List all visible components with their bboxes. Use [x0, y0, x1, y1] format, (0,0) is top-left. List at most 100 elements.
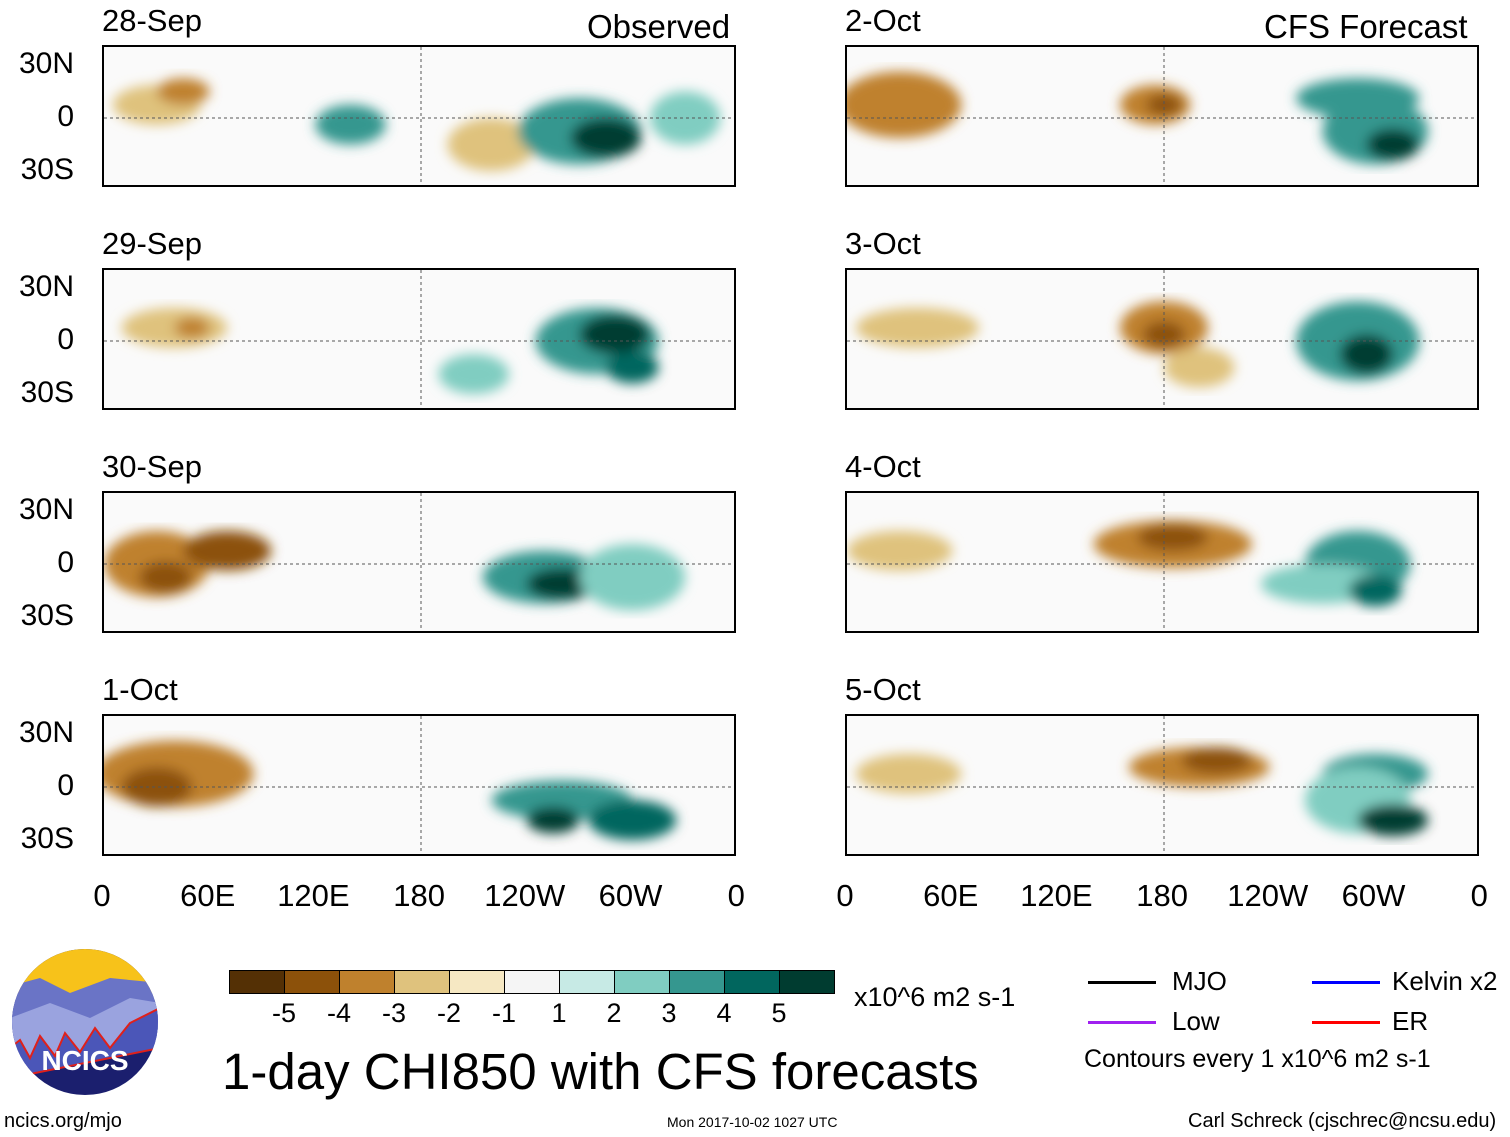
colorbar — [229, 970, 835, 994]
colorbar-swatch — [615, 971, 670, 993]
panel-date: 4-Oct — [845, 449, 921, 484]
lat-label: 30N — [18, 47, 74, 80]
lon-label: 0 — [727, 878, 745, 913]
colorbar-tick-label: 3 — [661, 998, 677, 1028]
anomaly-blob — [1348, 574, 1402, 607]
colorbar-tick-label: 1 — [551, 998, 567, 1028]
anomaly-blob — [1137, 524, 1209, 551]
map-panel-2-oct — [845, 45, 1479, 187]
legend-kelvin-label: Kelvin x2 — [1392, 966, 1498, 996]
lat-label: 0 — [57, 769, 74, 802]
lon-label: 60E — [180, 878, 236, 913]
lon-label: 60W — [598, 878, 663, 913]
anomaly-blob — [1146, 94, 1182, 116]
anomaly-blob — [579, 544, 686, 611]
anomaly-blob — [174, 317, 210, 339]
figure-title: 1-day CHI850 with CFS forecasts — [222, 1043, 979, 1100]
colorbar-swatch — [395, 971, 450, 993]
colorbar-tick-label: -3 — [381, 998, 407, 1028]
anomaly-blob — [121, 767, 193, 807]
anomaly-blob — [847, 71, 962, 138]
panel-date: 2-Oct — [845, 3, 921, 38]
anomaly-blob — [855, 307, 980, 348]
colorbar-swatch — [505, 971, 560, 993]
panel-date: 30-Sep — [102, 449, 202, 484]
lon-label: 120W — [484, 878, 566, 913]
anomaly-blob — [649, 91, 721, 145]
colorbar-tick-label: -4 — [326, 998, 352, 1028]
colorbar-swatch — [340, 971, 395, 993]
panel-date: 29-Sep — [102, 226, 202, 261]
footer-url[interactable]: ncics.org/mjo — [4, 1110, 122, 1132]
lat-label: 30S — [20, 599, 74, 632]
colorbar-tick-label: -2 — [436, 998, 462, 1028]
legend-er-label: ER — [1392, 1006, 1429, 1036]
svg-text:NCICS: NCICS — [41, 1045, 128, 1076]
anomaly-blob — [447, 118, 536, 171]
footer-timestamp: Mon 2017-10-02 1027 UTC — [667, 1114, 838, 1130]
lat-label: 30N — [18, 270, 74, 303]
lon-label: 120E — [1020, 878, 1093, 913]
contour-note: Contours every 1 x10^6 m2 s-1 — [1084, 1045, 1431, 1073]
lon-label: 120W — [1227, 878, 1309, 913]
lon-label: 60E — [923, 878, 979, 913]
colorbar-swatch — [560, 971, 615, 993]
lon-label: 0 — [1470, 878, 1488, 913]
lon-label: 0 — [836, 878, 854, 913]
panel-date: 28-Sep — [102, 3, 202, 38]
colorbar-tick-label: 5 — [771, 998, 787, 1028]
legend-kelvin-line — [1312, 981, 1380, 984]
colorbar-swatch — [725, 971, 780, 993]
anomaly-blob — [605, 351, 659, 384]
panel-date: 1-Oct — [102, 672, 178, 707]
colorbar-swatch — [450, 971, 505, 993]
anomaly-blob — [847, 530, 953, 571]
colorbar-tick-label: 4 — [716, 998, 732, 1028]
lat-label: 0 — [57, 323, 74, 356]
footer-credit: Carl Schreck (cjschrec@ncsu.edu) — [1188, 1110, 1497, 1132]
legend-er-line — [1312, 1021, 1380, 1024]
map-panel-28-sep — [102, 45, 736, 187]
colorbar-tick-label: 2 — [606, 998, 622, 1028]
anomaly-blob — [1357, 804, 1429, 837]
anomaly-blob — [1366, 128, 1420, 161]
legend-low-label: Low — [1172, 1006, 1220, 1036]
map-panel-3-oct — [845, 268, 1479, 410]
lon-label: 60W — [1341, 878, 1406, 913]
map-panel-5-oct — [845, 714, 1479, 856]
panel-date: 5-Oct — [845, 672, 921, 707]
colorbar-swatch — [230, 971, 285, 993]
anomaly-blob — [570, 118, 642, 158]
anomaly-blob — [526, 806, 580, 834]
lat-label: 30S — [20, 822, 74, 855]
map-panel-29-sep — [102, 268, 736, 410]
colorbar-swatch — [285, 971, 340, 993]
anomaly-blob — [438, 354, 510, 394]
anomaly-blob — [855, 753, 962, 794]
map-panel-1-oct — [102, 714, 736, 856]
legend-mjo-line — [1088, 981, 1156, 984]
panel-date: 3-Oct — [845, 226, 921, 261]
anomaly-blob — [1340, 334, 1393, 375]
anomaly-blob — [526, 567, 598, 600]
anomaly-blob — [183, 530, 272, 571]
lat-label: 30S — [20, 376, 74, 409]
lon-label: 120E — [277, 878, 350, 913]
colorbar-swatch — [670, 971, 725, 993]
anomaly-blob — [139, 561, 193, 594]
anomaly-blob — [588, 800, 677, 840]
lon-label: 180 — [1136, 878, 1188, 913]
colorbar-swatch — [780, 971, 834, 993]
lon-label: 180 — [393, 878, 445, 913]
lat-label: 30N — [18, 493, 74, 526]
anomaly-blob — [1181, 747, 1253, 774]
lat-label: 0 — [57, 546, 74, 579]
lat-label: 30S — [20, 153, 74, 186]
ncics-logo: NCICS — [12, 949, 158, 1095]
colorbar-units: x10^6 m2 s-1 — [854, 982, 1016, 1012]
colorbar-tick-label: -5 — [271, 998, 297, 1028]
observed-header: Observed — [587, 8, 731, 45]
legend-low-line — [1088, 1021, 1156, 1024]
anomaly-blob — [579, 314, 650, 355]
lat-label: 0 — [57, 100, 74, 133]
